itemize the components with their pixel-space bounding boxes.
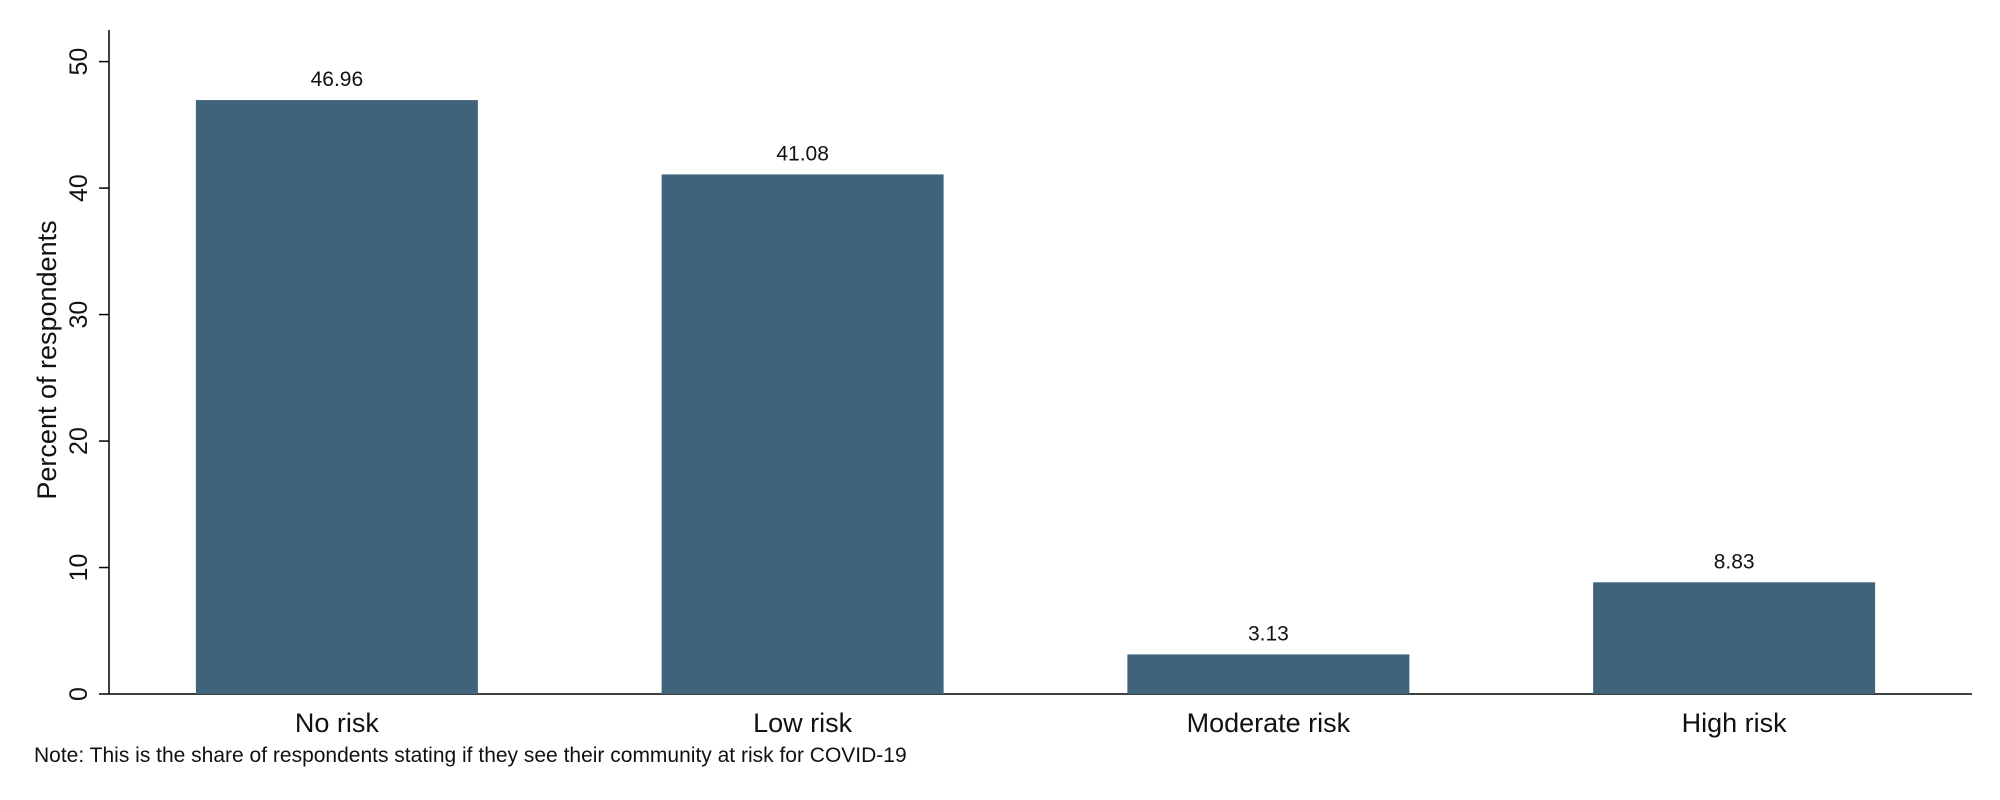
y-axis-title: Percent of respondents bbox=[32, 220, 62, 499]
x-tick-label: No risk bbox=[295, 708, 380, 738]
y-axis: 0 10 20 30 40 50 bbox=[65, 30, 110, 701]
x-tick-label: Low risk bbox=[753, 708, 853, 738]
x-tick-label: High risk bbox=[1682, 708, 1788, 738]
y-tick-label: 0 bbox=[65, 687, 93, 701]
x-tick-label: Moderate risk bbox=[1187, 708, 1351, 738]
y-tick-label: 40 bbox=[65, 174, 93, 202]
y-tick-label: 20 bbox=[65, 427, 93, 455]
x-axis: No risk Low risk Moderate risk High risk bbox=[109, 693, 1972, 738]
y-tick-label: 50 bbox=[65, 48, 93, 76]
bar-value-label: 8.83 bbox=[1714, 550, 1755, 573]
bar bbox=[1127, 654, 1410, 694]
bar-value-label: 3.13 bbox=[1248, 622, 1289, 645]
bar bbox=[195, 100, 478, 694]
bar bbox=[661, 174, 944, 695]
y-tick-label: 10 bbox=[65, 554, 93, 582]
bars bbox=[195, 100, 1876, 695]
chart-note: Note: This is the share of respondents s… bbox=[34, 744, 907, 767]
y-tick-label: 30 bbox=[65, 301, 93, 329]
value-labels: 46.96 41.08 3.13 8.83 bbox=[311, 68, 1755, 645]
bar bbox=[1593, 582, 1876, 694]
bar-value-label: 41.08 bbox=[776, 142, 829, 165]
bar-value-label: 46.96 bbox=[311, 68, 364, 91]
